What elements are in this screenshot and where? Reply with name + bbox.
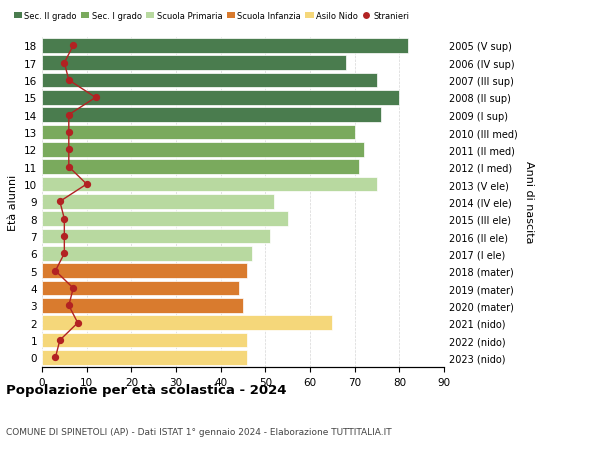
Bar: [42, 143, 364, 157]
Bar: [42, 264, 247, 279]
Bar: [42, 229, 270, 244]
Point: [59, 250, 69, 257]
Point: [64, 112, 74, 119]
Bar: [42, 56, 346, 71]
Bar: [42, 281, 239, 296]
Point: [50, 354, 60, 361]
Point: [82, 181, 91, 188]
Point: [64, 164, 74, 171]
Point: [55, 337, 65, 344]
Point: [59, 233, 69, 240]
Bar: [42, 246, 252, 261]
Bar: [42, 125, 355, 140]
Point: [64, 129, 74, 136]
Y-axis label: Anni di nascita: Anni di nascita: [524, 161, 534, 243]
Text: COMUNE DI SPINETOLI (AP) - Dati ISTAT 1° gennaio 2024 - Elaborazione TUTTITALIA.: COMUNE DI SPINETOLI (AP) - Dati ISTAT 1°…: [6, 427, 392, 436]
Point: [68, 43, 78, 50]
Point: [59, 60, 69, 67]
Bar: [42, 177, 377, 192]
Bar: [42, 350, 247, 365]
Legend: Sec. II grado, Sec. I grado, Scuola Primaria, Scuola Infanzia, Asilo Nido, Stran: Sec. II grado, Sec. I grado, Scuola Prim…: [10, 9, 412, 24]
Bar: [42, 108, 382, 123]
Bar: [42, 73, 377, 88]
Bar: [42, 316, 332, 330]
Bar: [42, 298, 243, 313]
Point: [64, 302, 74, 309]
Point: [68, 285, 78, 292]
Point: [64, 77, 74, 84]
Y-axis label: Età alunni: Età alunni: [8, 174, 19, 230]
Point: [55, 198, 65, 206]
Text: Popolazione per età scolastica - 2024: Popolazione per età scolastica - 2024: [6, 383, 287, 396]
Bar: [42, 333, 247, 348]
Bar: [42, 160, 359, 175]
Bar: [42, 91, 400, 106]
Point: [59, 216, 69, 223]
Point: [50, 268, 60, 275]
Bar: [42, 212, 287, 227]
Bar: [42, 195, 274, 209]
Point: [91, 95, 100, 102]
Point: [64, 146, 74, 154]
Point: [73, 319, 83, 327]
Bar: [42, 39, 408, 54]
